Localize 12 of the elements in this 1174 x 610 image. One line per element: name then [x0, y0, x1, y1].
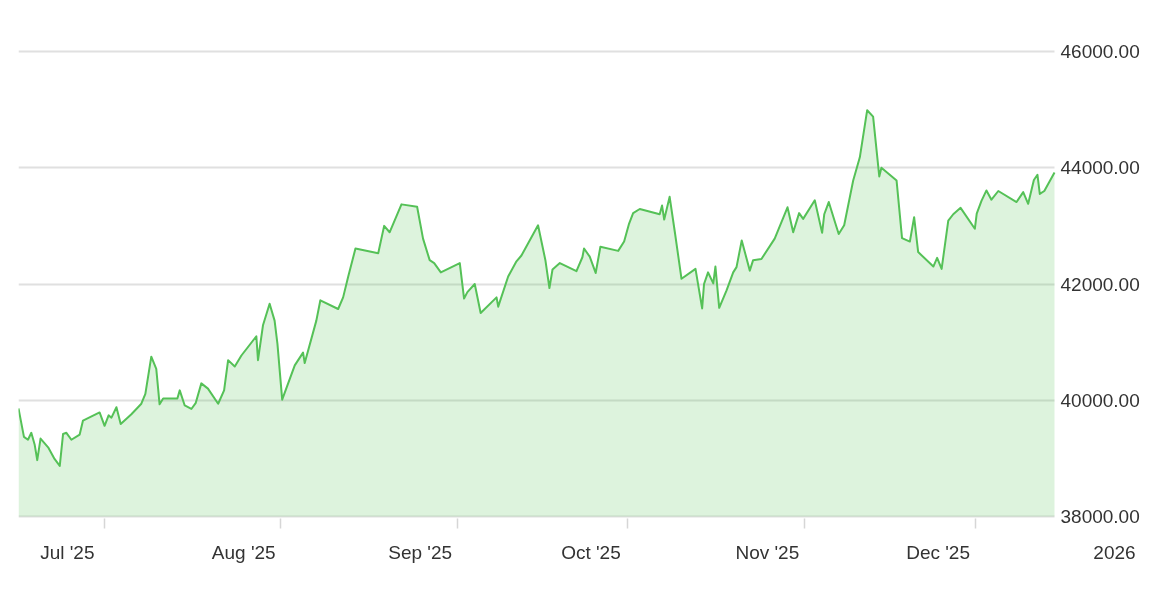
y-tick-label: 46000.00	[1060, 41, 1140, 62]
x-tick-label: Oct '25	[561, 541, 621, 563]
x-tick-label: 2026	[1093, 541, 1136, 563]
x-tick-label: Jul '25	[40, 541, 95, 563]
y-tick-label: 40000.00	[1060, 389, 1140, 411]
y-tick-label: 44000.00	[1060, 157, 1140, 179]
x-tick-label: Aug '25	[211, 541, 276, 563]
x-tick-label: Dec '25	[906, 541, 970, 563]
x-tick-label: Sep '25	[388, 541, 453, 563]
y-tick-label: 42000.00	[1060, 273, 1140, 295]
x-tick-label: Nov '25	[735, 541, 800, 563]
y-tick-label: 38000.00	[1060, 506, 1140, 527]
